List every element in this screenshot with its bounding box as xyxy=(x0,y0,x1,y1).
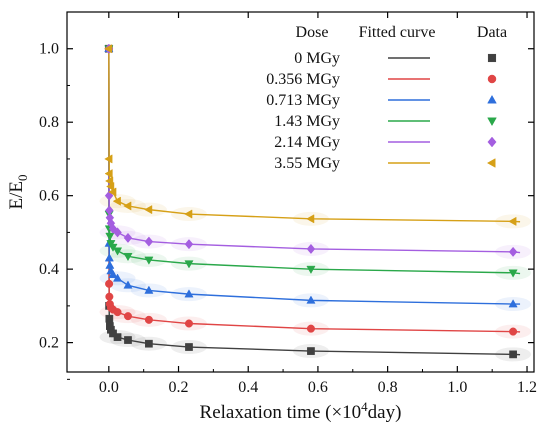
data-point xyxy=(113,308,122,317)
data-point xyxy=(123,232,133,243)
data-point xyxy=(103,44,113,54)
y-tick-label: 0.8 xyxy=(39,114,59,131)
plot-frame xyxy=(66,11,535,373)
data-point xyxy=(112,247,123,256)
data-point xyxy=(145,339,153,348)
data-point xyxy=(123,280,133,289)
data-point xyxy=(108,269,118,278)
axis-ticks-layer: 0.0 0.2 0.4 0.6 0.8 1.0 1.2 0.2 0.4 0.6 0.8 1.0 xyxy=(39,12,537,396)
x-tick-label: 0.6 xyxy=(308,379,328,396)
legend-label: 3.55 MGy xyxy=(274,155,340,172)
data-point xyxy=(105,176,114,186)
x-axis-title-suffix: day) xyxy=(368,402,402,423)
data-point xyxy=(508,299,518,308)
data-point xyxy=(108,223,118,234)
data-point xyxy=(123,201,132,211)
data-point xyxy=(509,327,518,336)
data-point xyxy=(105,279,114,288)
legend-marker xyxy=(487,117,497,127)
data-point xyxy=(306,265,316,274)
data-point xyxy=(105,292,114,301)
legend-marker xyxy=(487,74,497,84)
data-point xyxy=(105,314,114,323)
legend-header-fitted-curve: Fitted curve xyxy=(359,24,436,41)
legend-marker xyxy=(487,53,497,63)
y-axis-title: E/E0 xyxy=(6,175,30,210)
data-markers-layer xyxy=(103,43,518,359)
data-point xyxy=(105,232,115,241)
data-point xyxy=(508,246,518,257)
data-point xyxy=(306,214,315,224)
data-point xyxy=(307,347,315,355)
y-tick-label: 0.4 xyxy=(39,261,59,278)
data-point xyxy=(104,253,114,262)
data-point xyxy=(184,260,194,269)
data-point xyxy=(123,312,133,321)
data-point xyxy=(112,273,123,282)
data-point xyxy=(306,243,316,255)
x-axis-title: Relaxation time (×104day) xyxy=(200,399,402,423)
y-tick-label: 0.6 xyxy=(39,188,59,205)
legend-label: 1.43 MGy xyxy=(274,113,340,130)
data-point xyxy=(106,181,115,192)
x-axis-title-prefix: Relaxation time (×10 xyxy=(200,402,362,423)
legend-header-data: Data xyxy=(477,24,507,41)
data-point xyxy=(123,252,133,262)
data-point xyxy=(144,256,154,265)
x-tick-label: 0.8 xyxy=(378,379,398,396)
legend-label: 0 MGy xyxy=(294,50,340,67)
data-point xyxy=(104,169,113,179)
data-point xyxy=(508,269,518,278)
data-point xyxy=(185,343,193,351)
legend-label: 2.14 MGy xyxy=(274,134,340,151)
data-point xyxy=(184,239,194,250)
data-point xyxy=(104,154,113,164)
data-point xyxy=(306,295,316,304)
data-point xyxy=(184,289,194,298)
data-point xyxy=(105,260,115,269)
data-point xyxy=(509,350,517,359)
data-point xyxy=(108,187,117,197)
data-point xyxy=(113,227,122,238)
legend-marker xyxy=(487,136,497,148)
y-tick-label: 0.2 xyxy=(39,335,59,352)
legend-rows: 0 MGy 0.356 MGy 0.713 MGy 1.43 MGy 2.14 MGy 3… xyxy=(266,50,497,172)
legend-marker xyxy=(486,158,496,168)
data-point xyxy=(144,285,154,294)
data-point xyxy=(184,319,194,328)
x-axis-title-superscript: 4 xyxy=(361,399,368,414)
x-tick-label: 0.0 xyxy=(99,379,119,396)
x-tick-label: 0.4 xyxy=(238,379,258,396)
data-point xyxy=(508,216,517,226)
y-axis-title-main: E/E xyxy=(6,181,27,210)
legend-marker xyxy=(487,94,497,104)
data-point xyxy=(124,336,132,344)
legend-label: 0.713 MGy xyxy=(266,92,340,109)
data-point xyxy=(306,324,315,333)
data-point xyxy=(184,209,193,219)
y-axis-title-subscript: 0 xyxy=(15,175,30,182)
x-tick-label: 0.2 xyxy=(169,379,189,396)
x-tick-label: 1.0 xyxy=(447,379,467,396)
data-point xyxy=(144,315,153,324)
legend-label: 0.356 MGy xyxy=(266,71,340,88)
y-tick-label: 1.0 xyxy=(39,41,59,58)
x-tick-label: 1.2 xyxy=(517,379,537,396)
legend-header-dose: Dose xyxy=(296,24,329,41)
legend: Dose Fitted curve Data 0 MGy 0.356 MGy 0.7… xyxy=(266,24,507,172)
data-point xyxy=(144,236,154,247)
data-point xyxy=(112,196,121,206)
data-point xyxy=(113,333,122,341)
data-point xyxy=(144,205,153,215)
